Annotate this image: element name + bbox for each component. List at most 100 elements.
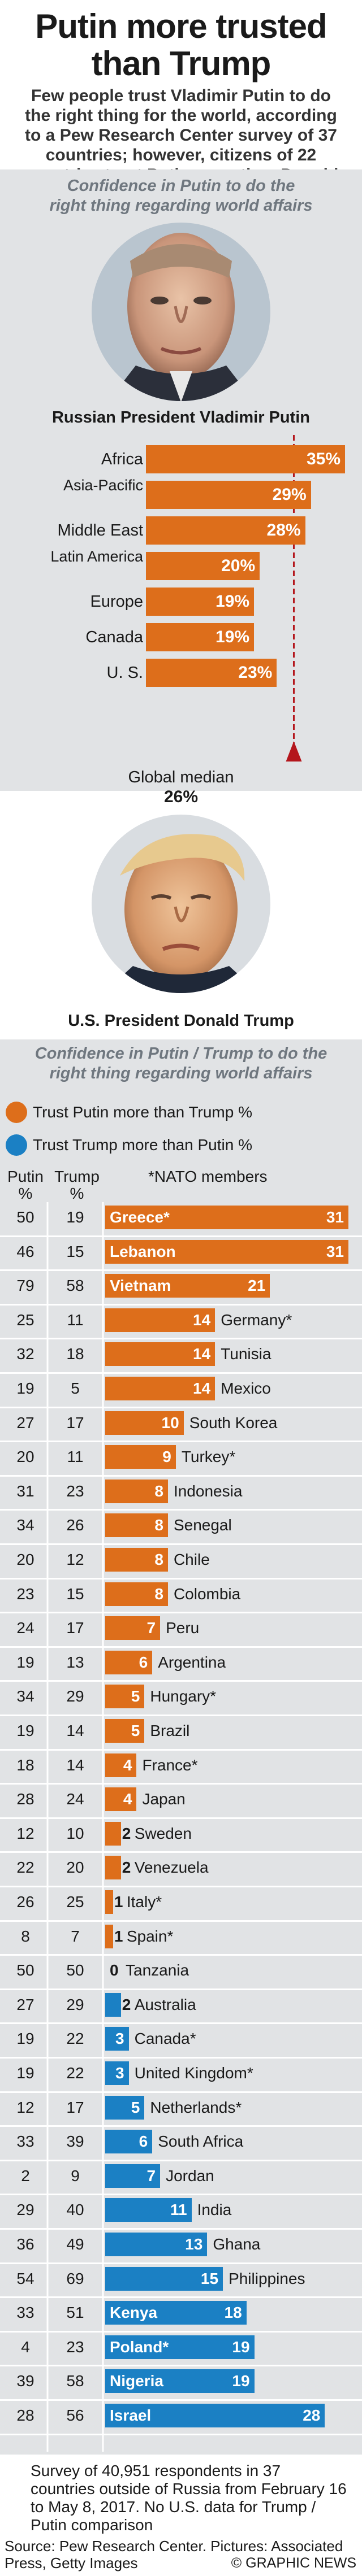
trump-percent: 29 bbox=[66, 1687, 84, 1705]
country-label: Indonesia bbox=[173, 1482, 243, 1500]
putin-percent: 36 bbox=[16, 2235, 35, 2253]
difference-bar bbox=[105, 1513, 168, 1538]
difference-bar bbox=[105, 1479, 168, 1503]
country-label: Australia bbox=[134, 1995, 196, 2013]
putin-percent: 50 bbox=[16, 1208, 35, 1226]
putin-percent: 46 bbox=[16, 1242, 35, 1260]
column-header-putin: Putin % bbox=[6, 1168, 45, 1202]
trump-percent: 10 bbox=[66, 1824, 84, 1842]
column-header-trump-line-2: % bbox=[70, 1185, 84, 1202]
country-label: Philippines bbox=[229, 2269, 305, 2287]
region-label: Canada bbox=[85, 628, 143, 646]
difference-bar bbox=[105, 1582, 168, 1606]
table-row bbox=[0, 1646, 362, 1648]
putin-percent: 12 bbox=[16, 1824, 35, 1842]
column-header-trump: Trump % bbox=[52, 1168, 102, 1202]
region-label: Middle East bbox=[57, 521, 143, 539]
difference-value: 19 bbox=[232, 2372, 250, 2390]
difference-bar bbox=[105, 1206, 348, 1229]
country-label: Tanzania bbox=[126, 1961, 189, 1979]
comparison-axis-layer bbox=[46, 1202, 104, 2452]
trump-percent: 51 bbox=[66, 2304, 84, 2322]
trump-percent: 12 bbox=[66, 1551, 84, 1568]
putin-percent: 8 bbox=[21, 1927, 30, 1945]
putin-percent: 79 bbox=[16, 1277, 35, 1295]
region-bar bbox=[146, 659, 277, 687]
putin-panel-heading: Confidence in Putin to do the right thin… bbox=[0, 176, 362, 216]
comparison-heading: Confidence in Putin / Trump to do the ri… bbox=[0, 1044, 362, 1084]
putin-caption: Russian President Vladimir Putin bbox=[51, 408, 311, 427]
difference-value: 1 bbox=[114, 1893, 123, 1911]
difference-value: 3 bbox=[115, 2030, 124, 2048]
difference-bar bbox=[105, 2266, 223, 2291]
difference-bar bbox=[105, 1411, 184, 1435]
country-label: Italy* bbox=[126, 1893, 162, 1911]
difference-value: 2 bbox=[122, 1859, 131, 1877]
trump-percent: 7 bbox=[71, 1927, 80, 1945]
difference-bar bbox=[105, 1821, 121, 1846]
putin-percent: 22 bbox=[16, 1859, 35, 1877]
difference-bar bbox=[105, 2095, 145, 2120]
region-label: Africa bbox=[101, 450, 143, 468]
difference-value: 5 bbox=[131, 2098, 140, 2116]
credit: © GRAPHIC NEWS bbox=[231, 2555, 356, 2571]
country-label: Peru bbox=[166, 1619, 200, 1637]
table-row bbox=[0, 1406, 362, 1408]
country-label: Kenya bbox=[110, 2304, 158, 2322]
difference-bar bbox=[105, 1685, 145, 1709]
difference-bar bbox=[105, 1890, 113, 1914]
difference-value: 8 bbox=[154, 1551, 163, 1568]
putin-percent: 26 bbox=[16, 1893, 35, 1911]
putin-percent: 19 bbox=[16, 1653, 35, 1671]
difference-value: 21 bbox=[248, 1277, 266, 1295]
trump-percent: 18 bbox=[66, 1345, 84, 1363]
trump-percent: 14 bbox=[66, 1722, 84, 1739]
country-label: Jordan bbox=[166, 2166, 214, 2185]
table-row bbox=[0, 1817, 362, 1819]
table-row bbox=[0, 1303, 362, 1306]
table-row bbox=[0, 1988, 362, 1990]
difference-value: 1 bbox=[114, 1927, 123, 1945]
difference-bar bbox=[105, 1445, 176, 1469]
table-row bbox=[0, 1474, 362, 1477]
region-bar bbox=[146, 445, 345, 473]
difference-value: 8 bbox=[154, 1516, 163, 1534]
median-arrow bbox=[286, 741, 302, 762]
table-row bbox=[0, 2262, 362, 2264]
country-label: Canada* bbox=[134, 2030, 196, 2048]
putin-percent: 34 bbox=[16, 1516, 35, 1534]
trump-portrait bbox=[92, 815, 270, 993]
median-value: 26% bbox=[163, 787, 199, 806]
country-label: India bbox=[197, 2201, 232, 2219]
putin-percent: 19 bbox=[16, 2030, 35, 2048]
difference-bar bbox=[105, 1548, 168, 1572]
difference-value: 28 bbox=[303, 2407, 321, 2424]
trump-percent: 14 bbox=[66, 1756, 84, 1774]
difference-value: 2 bbox=[122, 1824, 131, 1842]
difference-bar bbox=[105, 1787, 137, 1812]
trump-percent: 56 bbox=[66, 2407, 84, 2424]
table-row bbox=[0, 2228, 362, 2230]
table-row bbox=[0, 1783, 362, 1785]
table-row bbox=[0, 1954, 362, 1956]
country-label: Sweden bbox=[134, 1824, 192, 1842]
region-bar-value: 28% bbox=[266, 521, 301, 539]
trump-percent: 11 bbox=[67, 1448, 84, 1466]
trump-percent: 22 bbox=[66, 2030, 84, 2048]
title-line-1: Putin more trusted bbox=[35, 7, 327, 45]
table-row bbox=[0, 2433, 362, 2435]
legend-putin-swatch bbox=[6, 1102, 27, 1123]
country-label: Japan bbox=[142, 1790, 186, 1808]
difference-bar bbox=[105, 1342, 216, 1367]
difference-value: 8 bbox=[154, 1585, 163, 1603]
trump-percent: 9 bbox=[71, 2166, 80, 2185]
trump-caption: U.S. President Donald Trump bbox=[68, 1012, 294, 1030]
trump-percent: 13 bbox=[66, 1653, 84, 1671]
putin-percent: 19 bbox=[16, 1380, 35, 1397]
difference-value: 8 bbox=[154, 1482, 163, 1500]
difference-value: 7 bbox=[146, 1619, 156, 1637]
difference-value: 14 bbox=[193, 1345, 211, 1363]
country-label: Venezuela bbox=[134, 1859, 209, 1877]
country-label: Netherlands* bbox=[150, 2098, 242, 2116]
table-row bbox=[0, 2057, 362, 2059]
